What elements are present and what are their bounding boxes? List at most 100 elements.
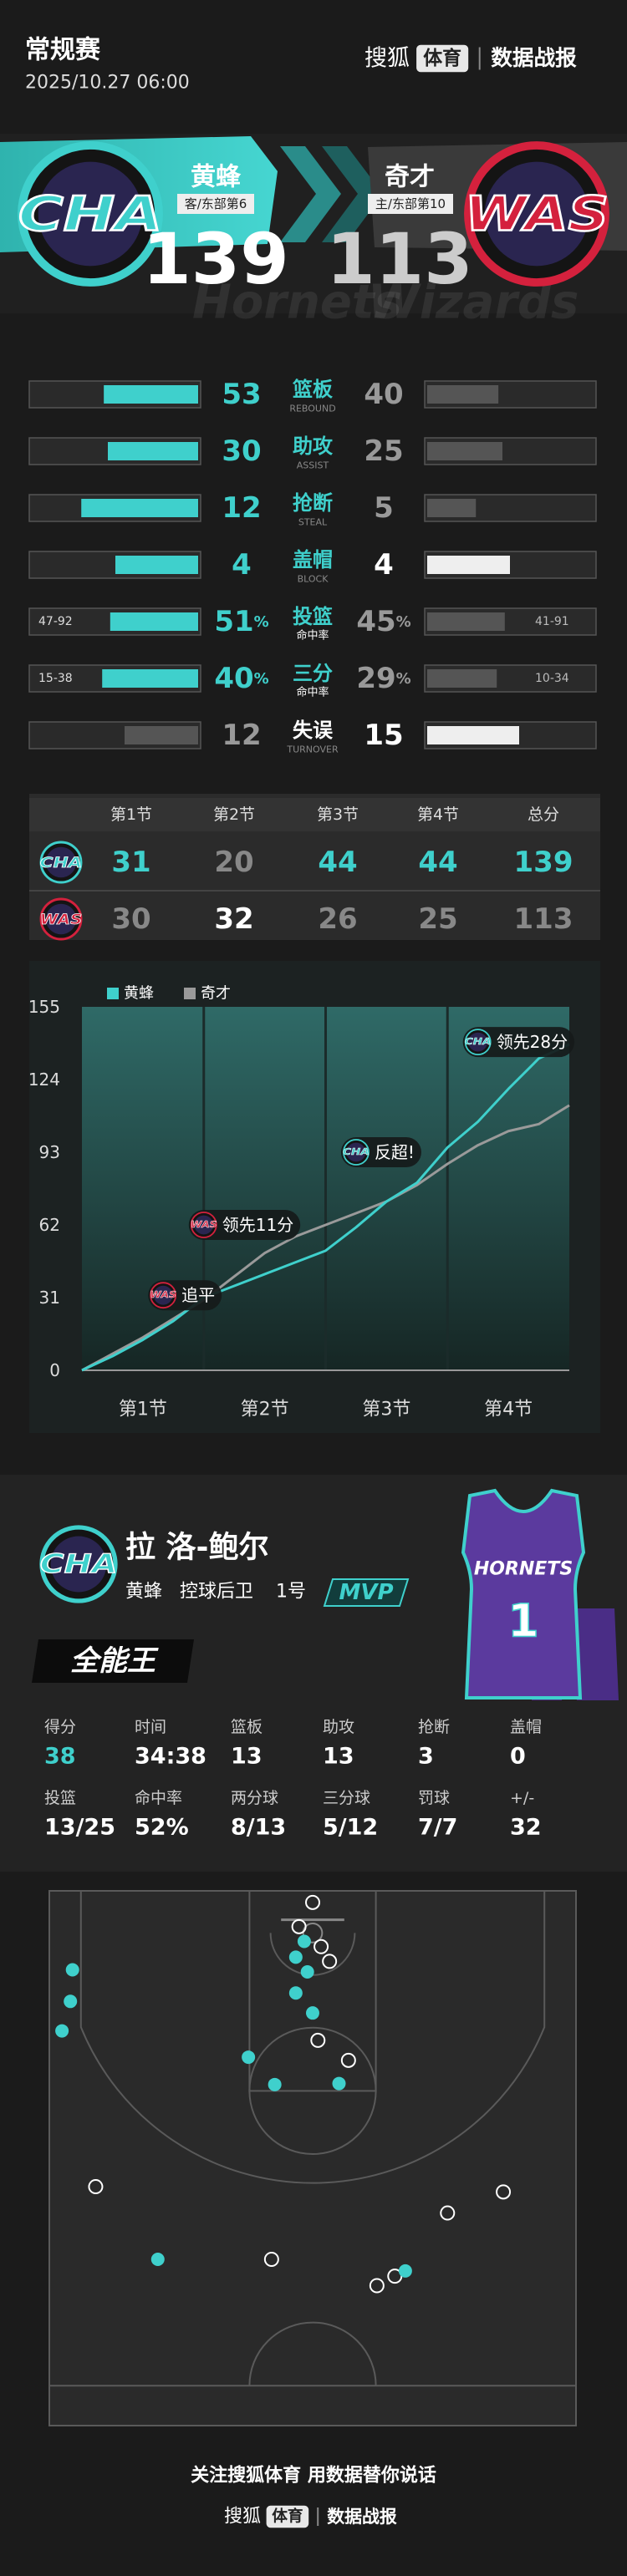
- stat-label: 助攻: [293, 434, 334, 458]
- stat-sub: STEAL: [298, 517, 328, 528]
- home-detail: 47-92: [38, 615, 73, 628]
- unit: %: [254, 613, 269, 631]
- logo-inner: [45, 846, 77, 878]
- ft-circle: [248, 2026, 377, 2155]
- brand-tag: 体育: [423, 47, 461, 69]
- stat-label: 两分球: [231, 1789, 278, 1807]
- quarter-header: 第4节: [417, 805, 459, 824]
- logo-text: WAS: [465, 186, 609, 242]
- player-position: 控球后卫: [180, 1582, 253, 1603]
- stat-label: +/-: [510, 1789, 534, 1807]
- logo-inner: [38, 161, 143, 267]
- unit: %: [254, 670, 269, 688]
- logo-text: CHA: [465, 1037, 492, 1047]
- stat-sub: REBOUND: [289, 404, 335, 414]
- team-tag-bg: [368, 194, 453, 214]
- stat-value: 5/12: [323, 1815, 378, 1841]
- brand-tag: 体育: [272, 2507, 303, 2526]
- stat-value: 34:38: [135, 1744, 206, 1770]
- made-shot: [297, 1934, 311, 1949]
- mvp-bg: [323, 1578, 410, 1607]
- team-tag: 客/东部第6: [185, 196, 247, 211]
- quarter-score: 31: [111, 846, 150, 879]
- score: 113: [326, 218, 472, 300]
- player-title: 全能王: [70, 1644, 159, 1678]
- logo-text: CHA: [40, 1549, 117, 1579]
- quarter-score: 20: [214, 846, 253, 879]
- quarter-header: 第3节: [317, 805, 359, 824]
- logo-inner: [45, 903, 77, 935]
- brand: 搜狐: [224, 2507, 261, 2528]
- y-tick-label: 124: [28, 1070, 60, 1090]
- made-shot: [64, 1994, 78, 2009]
- y-tick-label: 62: [39, 1215, 60, 1235]
- legend-swatch: [184, 988, 196, 999]
- missed-shot: [310, 2032, 326, 2048]
- away-bar: [427, 385, 499, 404]
- missed-shot: [314, 1938, 329, 1954]
- center-circle: [248, 2321, 377, 2386]
- stat-label: 失误: [293, 719, 334, 742]
- stat-sub: BLOCK: [298, 574, 329, 585]
- logo-inner: [153, 1285, 173, 1305]
- mvp-badge: MVP: [339, 1580, 393, 1605]
- jersey-text: HORNETS: [474, 1559, 573, 1580]
- report: 数据战报: [491, 45, 577, 71]
- logo-inner: [468, 1032, 488, 1052]
- stat-label: 投篮: [44, 1789, 76, 1807]
- series-line: [81, 1104, 570, 1372]
- court-bg: [49, 1891, 576, 2426]
- x-tick-label: 第3节: [362, 1400, 410, 1420]
- home-bar: [108, 442, 198, 460]
- stat-label: 盖帽: [510, 1718, 542, 1736]
- team-name: 黄蜂: [191, 163, 242, 192]
- logo-text: CHA: [343, 1147, 370, 1157]
- stat-label: 三分球: [323, 1789, 370, 1807]
- made-shot: [150, 2253, 165, 2266]
- paint: [248, 1890, 377, 2092]
- annotation-bg: [462, 1027, 575, 1058]
- annotation: 领先11分: [222, 1215, 293, 1235]
- chevron: [280, 146, 341, 242]
- missed-shot: [305, 1894, 320, 1910]
- bg-name: Hornets: [192, 276, 402, 330]
- unit: %: [396, 670, 411, 688]
- home-bar: [115, 556, 198, 574]
- y-tick-label: 0: [49, 1360, 60, 1380]
- made-shot: [288, 1950, 303, 1964]
- missed-shot: [322, 1954, 338, 1969]
- stat-sub: TURNOVER: [286, 744, 339, 755]
- jersey-number: 1: [507, 1595, 539, 1648]
- quarter-score: 44: [318, 846, 357, 879]
- legend-label: 黄蜂: [124, 985, 154, 1003]
- home-bar: [102, 669, 198, 688]
- player-name: 拉 洛-鲍尔: [125, 1531, 268, 1565]
- logo-text: CHA: [40, 854, 82, 871]
- logo-text: CHA: [18, 186, 162, 242]
- stat-value: 8/13: [231, 1815, 286, 1841]
- home-value: 12: [222, 719, 261, 752]
- logo-text: WAS: [40, 911, 82, 927]
- stat-value: 0: [510, 1744, 526, 1770]
- away-detail: 10-34: [535, 672, 569, 685]
- away-value: 4: [374, 548, 394, 582]
- away-value: 15: [364, 719, 403, 752]
- stat-label: 三分: [293, 662, 333, 685]
- away-bar: [427, 612, 505, 631]
- home-value: 30: [222, 434, 261, 468]
- stat-sub: ASSIST: [297, 460, 329, 471]
- away-value: 25: [364, 434, 403, 468]
- made-shot: [242, 2050, 256, 2065]
- made-shot: [300, 1965, 314, 1979]
- missed-shot: [263, 2252, 279, 2267]
- team-tag-bg: [177, 194, 254, 214]
- stat-label: 盖帽: [293, 548, 333, 572]
- away-bar: [427, 556, 510, 574]
- stat-label: 罚球: [418, 1789, 450, 1807]
- legend-swatch: [107, 988, 119, 999]
- home-bar: [81, 499, 198, 517]
- annotation: 反超!: [375, 1142, 415, 1162]
- quarter-header: 总分: [528, 805, 559, 824]
- stat-label: 篮板: [292, 378, 334, 401]
